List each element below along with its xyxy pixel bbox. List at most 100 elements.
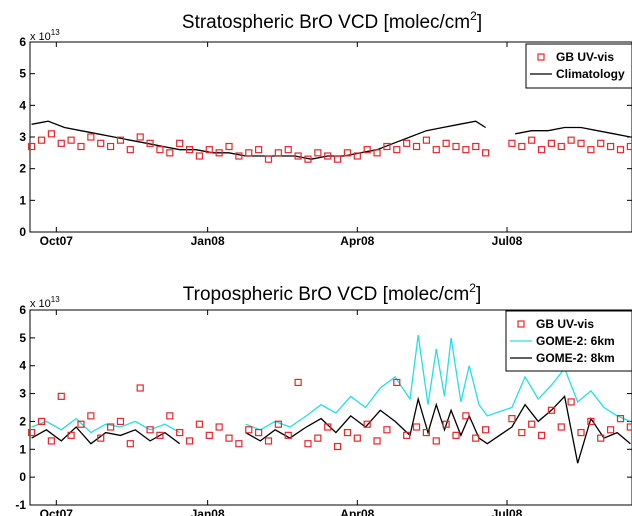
y-tick-label: -1 xyxy=(15,498,26,512)
data-point xyxy=(333,155,342,163)
data-point xyxy=(626,142,632,151)
plot-frame xyxy=(29,309,632,506)
data-point xyxy=(432,437,440,445)
data-point xyxy=(47,130,55,138)
data-point xyxy=(274,149,282,157)
data-point xyxy=(616,415,625,423)
data-point xyxy=(37,417,46,426)
series-gb-uv-vis xyxy=(28,130,632,163)
data-point xyxy=(383,142,391,151)
data-point xyxy=(195,152,204,160)
data-point xyxy=(547,406,556,414)
legend-label: GB UV-vis xyxy=(556,50,614,64)
data-point xyxy=(146,139,154,147)
data-point xyxy=(452,142,460,151)
data-point xyxy=(442,420,450,428)
x-tick-label: Jul08 xyxy=(492,507,523,516)
series-line xyxy=(245,395,631,464)
data-point xyxy=(304,155,312,163)
data-point xyxy=(442,139,450,147)
data-point xyxy=(264,155,273,163)
chart-title: Stratospheric BrO VCD [molec/cm2] xyxy=(182,9,482,33)
data-point xyxy=(57,392,65,400)
legend-label: GOME-2: 8km xyxy=(536,351,615,365)
data-point xyxy=(166,412,174,420)
data-point xyxy=(77,142,85,151)
data-point xyxy=(587,417,595,426)
data-point xyxy=(577,428,585,437)
data-point xyxy=(294,152,302,160)
data-point xyxy=(518,428,526,437)
data-point xyxy=(106,142,115,151)
data-point xyxy=(185,146,194,154)
data-point xyxy=(106,423,115,431)
data-point xyxy=(126,146,134,154)
tropospheric-panel: Tropospheric BrO VCD [molec/cm2] x 1013 … xyxy=(15,281,632,516)
y-tick-label: 6 xyxy=(19,35,26,49)
data-point xyxy=(403,431,411,439)
data-point xyxy=(422,428,430,437)
data-point xyxy=(373,149,381,157)
y-tick-label: 6 xyxy=(19,303,26,317)
legend-label: Climatology xyxy=(556,67,625,81)
data-point xyxy=(567,398,575,406)
data-point xyxy=(557,142,565,151)
y-tick-label: 2 xyxy=(19,414,26,428)
data-point xyxy=(472,142,480,151)
x-tick-label: Oct07 xyxy=(40,234,74,248)
data-point xyxy=(343,149,352,157)
data-point xyxy=(28,428,36,437)
data-point xyxy=(255,428,263,437)
data-point xyxy=(156,146,164,154)
data-point xyxy=(363,420,371,428)
data-point xyxy=(508,415,516,423)
data-point xyxy=(422,136,430,144)
data-point xyxy=(87,412,95,420)
data-point xyxy=(393,146,401,154)
data-point xyxy=(37,136,46,144)
data-point xyxy=(87,133,95,141)
data-point xyxy=(225,434,233,442)
y-tick-label: 4 xyxy=(19,359,26,373)
data-point xyxy=(215,423,223,431)
x-tick-label: Apr08 xyxy=(340,507,374,516)
chart-title: Tropospheric BrO VCD [molec/cm2] xyxy=(183,281,481,305)
data-point xyxy=(412,423,421,431)
data-point xyxy=(482,149,490,157)
data-point xyxy=(136,133,144,141)
data-point xyxy=(587,146,595,154)
data-point xyxy=(205,146,213,154)
data-point xyxy=(255,146,263,154)
data-point xyxy=(393,378,401,387)
data-point xyxy=(528,136,536,144)
data-point xyxy=(146,426,154,434)
legend-box xyxy=(525,43,632,89)
data-point xyxy=(294,378,302,387)
data-point xyxy=(452,431,460,439)
data-point xyxy=(432,146,440,154)
data-point xyxy=(97,139,105,147)
data-point xyxy=(284,146,292,154)
data-point xyxy=(28,142,36,151)
data-point xyxy=(547,139,556,147)
data-point xyxy=(166,149,174,157)
data-point xyxy=(518,142,526,151)
data-point xyxy=(195,420,204,428)
y-tick-label: 3 xyxy=(19,130,26,144)
data-point xyxy=(205,431,213,439)
data-point xyxy=(607,426,615,434)
data-point xyxy=(47,437,55,445)
legend-label: GOME-2: 6km xyxy=(536,334,615,348)
data-point xyxy=(616,146,625,154)
data-point xyxy=(353,434,361,442)
data-point xyxy=(567,136,575,144)
series-climatology xyxy=(31,120,631,160)
data-point xyxy=(264,437,273,445)
data-point xyxy=(235,152,243,160)
data-point xyxy=(284,431,292,439)
data-point xyxy=(235,440,243,448)
data-point xyxy=(462,412,470,420)
data-point xyxy=(136,384,144,392)
data-point xyxy=(383,426,391,434)
series-gb-uv-vis xyxy=(28,378,632,451)
